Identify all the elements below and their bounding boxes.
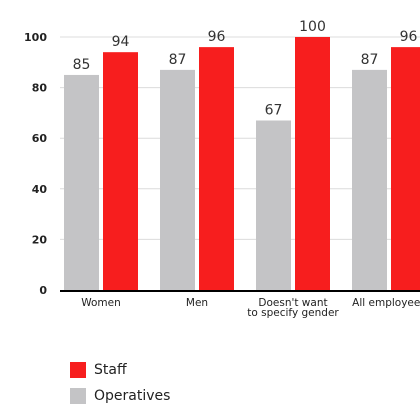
bar-operatives-3: [352, 69, 387, 290]
x-tick-label: Women: [81, 297, 121, 309]
y-tick-label: 20: [32, 233, 48, 246]
x-tick-label-line: Women: [81, 297, 121, 309]
bars: [64, 37, 420, 291]
y-tick-label: 100: [24, 31, 47, 44]
x-axis-ticks: Women Men Doesn't want to specify gender All…: [81, 297, 420, 319]
bar-staff-0: [103, 52, 138, 291]
y-axis-ticks: 0 20 40 60 80 100: [24, 31, 47, 297]
bar-operatives-1: [160, 69, 195, 290]
legend-swatch-operatives: [70, 388, 86, 404]
value-label: 94: [112, 34, 130, 50]
bar-staff-3: [391, 47, 420, 291]
value-label: 96: [208, 29, 226, 45]
y-tick-label: 40: [32, 183, 48, 196]
bar-staff-1: [199, 47, 234, 291]
legend-item-operatives: Operatives: [70, 386, 170, 406]
x-tick-label-line: All employees: [352, 297, 420, 309]
legend-item-staff: Staff: [70, 360, 170, 380]
y-tick-label: 80: [32, 82, 48, 95]
x-tick-label: All employees: [352, 297, 420, 309]
x-tick-label-line: Men: [186, 297, 208, 309]
value-label: 100: [299, 19, 326, 35]
y-tick-label: 60: [32, 132, 48, 145]
value-label: 85: [73, 57, 91, 73]
value-labels: 85 94 87 96 67 100 87 96: [73, 19, 418, 118]
legend-label-staff: Staff: [94, 362, 127, 378]
x-tick-label-line: to specify gender: [247, 307, 339, 319]
bar-operatives-2: [256, 120, 291, 291]
bar-chart: 0 20 40 60 80 100 85 94 87 96 67 100 87 96 Women Men D…: [24, 19, 420, 319]
value-label: 87: [169, 52, 187, 68]
bar-staff-2: [295, 37, 330, 290]
x-tick-label: Men: [186, 297, 208, 309]
legend-label-operatives: Operatives: [94, 388, 171, 404]
value-label: 87: [361, 52, 379, 68]
bar-operatives-0: [64, 74, 99, 290]
value-label: 96: [400, 29, 418, 45]
y-tick-label: 0: [39, 284, 47, 297]
x-tick-label: Doesn't want to specify gender: [247, 297, 339, 319]
value-label: 67: [265, 102, 283, 118]
x-tick-label-line: Doesn't want: [258, 297, 327, 309]
legend: Staff Operatives: [70, 360, 170, 412]
legend-swatch-staff: [70, 362, 86, 378]
